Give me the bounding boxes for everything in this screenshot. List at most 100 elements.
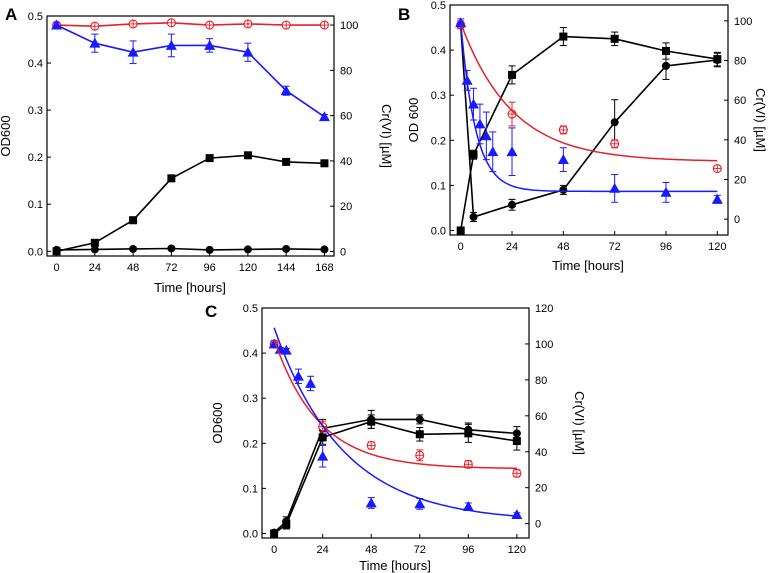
y-tick-label: 0.0 — [431, 225, 446, 237]
ticks-a: 0 24 48 72 96 120 144 168 0.0 0.1 0.2 0.3 0.4 0.5 0 20 4… — [28, 11, 359, 274]
panel-letter-a: A — [5, 5, 17, 24]
data-point-triangle — [487, 146, 499, 157]
y-tick-label: 0.2 — [243, 438, 258, 450]
data-point-triangle — [204, 39, 216, 50]
data-point-circle — [90, 245, 99, 254]
x-tick-label: 168 — [315, 262, 333, 274]
data-point-square — [90, 238, 99, 247]
data-point-triangle — [474, 118, 486, 129]
y2-tick-label: 0 — [734, 214, 740, 226]
y-tick-label: 0.2 — [431, 135, 446, 147]
y-tick-label: 0.4 — [28, 58, 43, 70]
series-line-cr-vi-open-circles — [56, 21, 325, 28]
data-point-circle — [243, 245, 252, 254]
x-tick-label: 48 — [365, 544, 377, 556]
data-point-square — [320, 159, 329, 168]
y2-tick-label: 40 — [535, 447, 547, 459]
marks-c — [268, 327, 523, 538]
y-tick-label: 0.0 — [243, 528, 258, 540]
data-point-triangle — [51, 19, 63, 30]
y2-tick-label: 80 — [340, 65, 352, 77]
y-tick-label: 0.3 — [28, 105, 43, 117]
data-point-square — [661, 47, 670, 55]
series-line-od600-circles — [56, 247, 325, 251]
series-line-od600-squares — [459, 35, 718, 231]
x-tick-label: 96 — [204, 262, 216, 274]
y2-tick-label: 120 — [535, 303, 553, 315]
data-point-triangle — [127, 46, 139, 57]
data-point-circle — [167, 244, 176, 253]
data-point-triangle — [318, 111, 330, 122]
y2-tick-label: 100 — [340, 20, 358, 32]
panel-letter-c: C — [205, 302, 217, 321]
y2-axis-title-b: Cr(VI) [µM] — [753, 88, 768, 152]
series-line-od600-squares — [273, 420, 518, 535]
ticks-c: 0 24 48 72 96 120 0.0 0.1 0.2 0.3 0.4 0.5 0 20 40 60 80 1… — [243, 303, 554, 556]
y2-tick-label: 0 — [535, 519, 541, 531]
data-point-circle — [469, 212, 478, 221]
y-axis-title-a: OD600 — [0, 115, 13, 156]
y2-tick-label: 20 — [340, 201, 352, 213]
data-point-triangle — [506, 146, 518, 157]
data-point-triangle — [711, 193, 723, 204]
y-tick-label: 0.0 — [28, 246, 43, 258]
panel-c: C 0 24 48 72 96 120 0.0 0.1 0.2 0.3 0.4 0.5 0 20 40 60 8… — [205, 302, 587, 573]
ticks-b: 0 24 48 72 96 120 0.0 0.1 0.2 0.3 0.4 0.5 0 20 40 60 80 1… — [431, 0, 753, 253]
data-point-triangle — [462, 501, 474, 511]
data-point-triangle — [455, 17, 467, 28]
x-tick-label: 72 — [165, 262, 177, 274]
data-point-triangle — [280, 85, 292, 96]
data-point-square — [610, 34, 619, 43]
panel-b: B 0 24 48 72 96 120 0.0 0.1 0.2 0.3 0.4 0.5 0 20 40 60 8… — [398, 0, 768, 273]
x-tick-label: 24 — [506, 241, 518, 253]
data-point-triangle — [609, 182, 621, 193]
y2-tick-label: 60 — [535, 411, 547, 423]
x-tick-label: 120 — [708, 241, 726, 253]
data-point-circle — [205, 245, 214, 254]
y-tick-label: 0.1 — [28, 199, 43, 211]
y2-tick-label: 20 — [734, 174, 746, 186]
x-tick-label: 72 — [414, 544, 426, 556]
y-axis-title-c: OD600 — [210, 402, 225, 443]
data-point-circle — [52, 245, 61, 254]
data-point-triangle — [480, 130, 492, 141]
marks-b — [455, 17, 723, 235]
plot-frame-a — [46, 15, 335, 257]
y2-tick-label: 60 — [340, 111, 352, 123]
data-point-square — [167, 174, 176, 183]
data-point-square — [415, 430, 424, 439]
data-point-circle — [320, 245, 329, 254]
data-point-circle — [367, 415, 376, 424]
data-point-circle — [415, 415, 424, 424]
data-point-circle — [282, 517, 291, 526]
data-point-circle — [559, 185, 568, 194]
series-line-cr-vi-triangles — [56, 24, 325, 118]
y2-tick-label: 100 — [535, 339, 553, 351]
series-line-od600-circles — [273, 418, 517, 534]
x-tick-label: 96 — [462, 544, 474, 556]
y2-tick-label: 60 — [734, 95, 746, 107]
y2-tick-label: 100 — [734, 16, 752, 28]
x-tick-label: 24 — [89, 262, 101, 274]
data-point-triangle — [89, 37, 101, 48]
data-point-square — [469, 150, 478, 159]
x-tick-label: 24 — [317, 544, 329, 556]
fit-curve-blue-fit — [459, 22, 718, 193]
data-point-triangle — [242, 46, 254, 57]
data-point-square — [508, 70, 517, 79]
y2-axis-title-c: Cr(VI) [µM] — [572, 391, 587, 455]
data-point-square — [205, 154, 214, 163]
data-point-square — [559, 32, 568, 41]
x-tick-label: 72 — [609, 241, 621, 253]
x-tick-label: 120 — [239, 262, 257, 274]
data-point-circle — [512, 429, 521, 438]
y-tick-label: 0.1 — [431, 180, 446, 192]
fit-curve-red-fit — [273, 339, 517, 470]
data-point-triangle — [305, 377, 317, 388]
data-point-circle — [508, 200, 517, 209]
data-point-triangle — [414, 498, 426, 509]
data-point-circle — [661, 61, 670, 70]
y2-tick-label: 0 — [340, 246, 346, 258]
x-tick-label: 0 — [458, 241, 464, 253]
